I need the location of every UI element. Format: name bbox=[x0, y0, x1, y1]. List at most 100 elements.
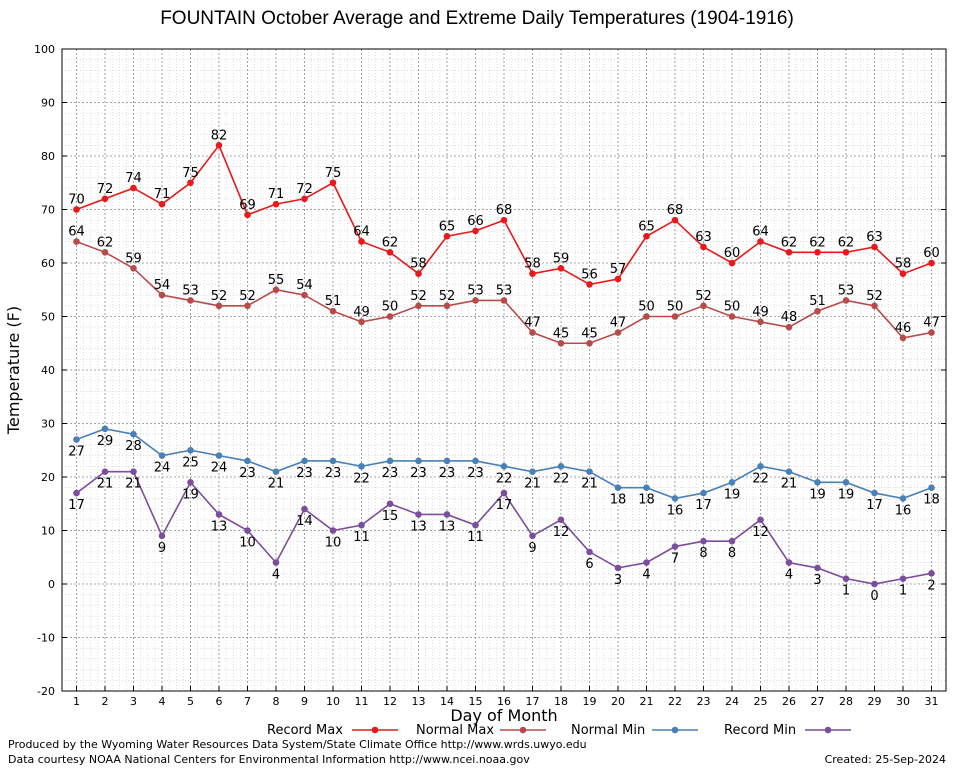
data-point bbox=[529, 532, 536, 540]
data-point bbox=[272, 286, 280, 294]
data-point bbox=[244, 457, 251, 465]
data-label: 17 bbox=[68, 498, 85, 513]
data-label: 19 bbox=[838, 487, 855, 502]
legend-marker bbox=[371, 726, 379, 734]
data-point bbox=[928, 484, 935, 492]
data-point bbox=[272, 559, 280, 566]
data-point bbox=[158, 200, 166, 208]
data-label: 29 bbox=[97, 434, 114, 449]
data-point bbox=[386, 457, 394, 465]
data-label: 52 bbox=[239, 289, 256, 304]
data-label: 1 bbox=[899, 584, 907, 599]
data-label: 27 bbox=[68, 445, 85, 460]
data-label: 8 bbox=[728, 546, 736, 561]
data-label: 63 bbox=[866, 230, 883, 245]
data-label: 52 bbox=[410, 289, 427, 304]
legend-marker bbox=[824, 726, 832, 734]
data-label: 22 bbox=[353, 471, 370, 486]
x-tick-label: 20 bbox=[611, 695, 625, 708]
data-label: 62 bbox=[809, 235, 826, 250]
data-point bbox=[586, 468, 593, 475]
data-label: 51 bbox=[325, 294, 342, 309]
data-label: 47 bbox=[610, 316, 627, 331]
data-point bbox=[301, 457, 308, 465]
data-label: 3 bbox=[813, 573, 821, 588]
data-point bbox=[842, 479, 850, 486]
data-point bbox=[215, 452, 223, 459]
data-point bbox=[443, 511, 451, 518]
data-label: 52 bbox=[695, 289, 712, 304]
data-label: 16 bbox=[667, 503, 684, 518]
legend-label: Normal Max bbox=[416, 723, 494, 738]
data-label: 4 bbox=[272, 568, 280, 583]
data-label: 10 bbox=[239, 536, 256, 551]
x-tick-label: 30 bbox=[896, 695, 910, 708]
x-tick-label: 14 bbox=[440, 695, 454, 708]
data-label: 22 bbox=[496, 471, 513, 486]
x-tick-label: 17 bbox=[526, 695, 540, 708]
data-label: 52 bbox=[439, 289, 456, 304]
x-tick-label: 23 bbox=[697, 695, 711, 708]
data-point bbox=[529, 468, 536, 475]
x-tick-label: 4 bbox=[159, 695, 166, 708]
x-tick-label: 25 bbox=[754, 695, 768, 708]
data-point bbox=[301, 505, 308, 513]
data-point bbox=[899, 575, 907, 582]
data-label: 50 bbox=[382, 300, 399, 315]
data-point bbox=[130, 265, 137, 272]
data-label: 1 bbox=[842, 584, 850, 599]
data-point bbox=[443, 457, 451, 465]
data-point bbox=[614, 564, 622, 572]
data-label: 59 bbox=[125, 251, 142, 266]
data-label: 64 bbox=[752, 225, 769, 240]
data-point bbox=[814, 307, 821, 315]
x-axis-title: Day of Month bbox=[450, 706, 557, 725]
data-label: 51 bbox=[809, 294, 826, 309]
y-tick-label: 30 bbox=[41, 418, 55, 431]
data-point bbox=[643, 313, 650, 320]
y-tick-label: 80 bbox=[41, 150, 55, 163]
data-label: 45 bbox=[553, 326, 570, 341]
data-label: 23 bbox=[325, 466, 342, 481]
data-point bbox=[272, 200, 280, 208]
data-label: 62 bbox=[781, 235, 798, 250]
data-point bbox=[386, 313, 394, 320]
data-label: 18 bbox=[638, 493, 655, 508]
data-point bbox=[643, 559, 650, 566]
data-label: 21 bbox=[268, 477, 285, 492]
series-0 bbox=[73, 142, 935, 288]
data-label: 3 bbox=[614, 573, 622, 588]
data-point bbox=[329, 179, 337, 187]
data-label: 50 bbox=[724, 300, 741, 315]
data-point bbox=[757, 318, 764, 326]
data-point bbox=[586, 339, 593, 347]
x-tick-label: 26 bbox=[782, 695, 796, 708]
x-tick-label: 21 bbox=[640, 695, 654, 708]
data-point bbox=[472, 457, 479, 465]
data-point bbox=[358, 463, 365, 470]
x-tick-label: 8 bbox=[273, 695, 280, 708]
data-point bbox=[101, 249, 109, 256]
data-label: 45 bbox=[581, 326, 598, 341]
data-label: 4 bbox=[785, 568, 793, 583]
legend-label: Record Min bbox=[724, 723, 796, 738]
data-label: 13 bbox=[211, 519, 228, 534]
x-tick-label: 24 bbox=[725, 695, 739, 708]
data-label: 22 bbox=[553, 471, 570, 486]
data-point bbox=[415, 302, 422, 310]
y-tick-label: 60 bbox=[41, 257, 55, 270]
data-label: 4 bbox=[642, 568, 650, 583]
series-3 bbox=[73, 468, 935, 588]
x-tick-label: 3 bbox=[130, 695, 137, 708]
data-point bbox=[928, 259, 935, 267]
data-label: 12 bbox=[553, 525, 570, 540]
data-label: 21 bbox=[581, 477, 598, 492]
y-tick-label: 100 bbox=[34, 43, 55, 56]
x-tick-label: 7 bbox=[244, 695, 251, 708]
data-point bbox=[158, 532, 166, 540]
data-label: 19 bbox=[182, 487, 199, 502]
y-axis-title: Temperature (F) bbox=[4, 306, 23, 435]
created-date: Created: 25-Sep-2024 bbox=[824, 753, 946, 766]
data-point bbox=[358, 318, 365, 326]
data-label: 70 bbox=[68, 193, 85, 208]
